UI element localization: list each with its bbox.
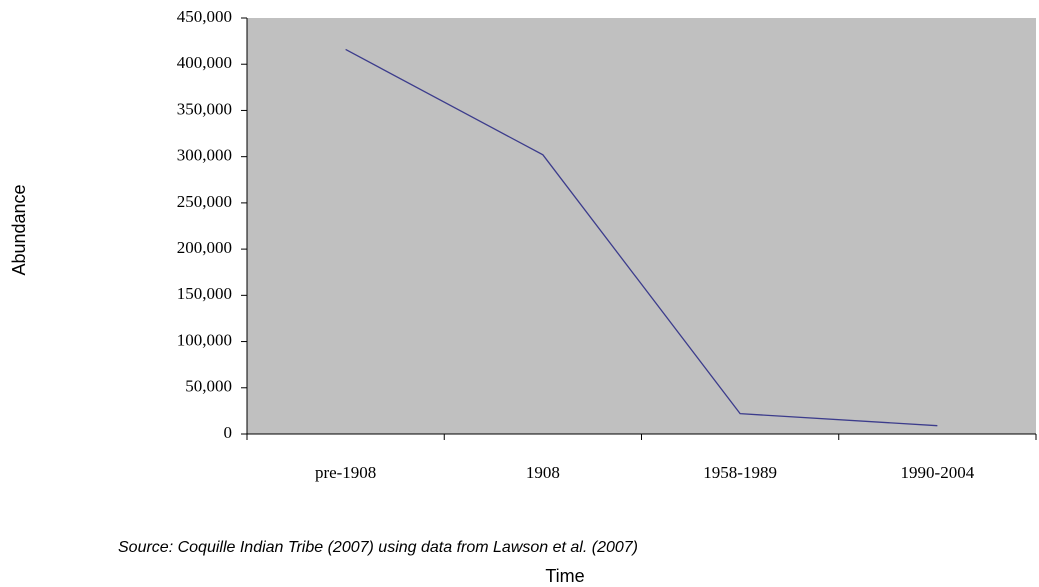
y-tick-label: 400,000 [177, 53, 232, 72]
x-tick-label: pre-1908 [315, 463, 376, 482]
plot-area [247, 18, 1036, 434]
source-note: Source: Coquille Indian Tribe (2007) usi… [118, 539, 638, 556]
y-tick-label: 150,000 [177, 284, 232, 303]
x-tick-label: 1958-1989 [703, 463, 777, 482]
x-axis-label: Time [545, 566, 584, 586]
y-tick-label: 50,000 [185, 377, 232, 396]
y-tick-label: 250,000 [177, 192, 232, 211]
data-line [345, 48, 938, 427]
x-tick-label: 1908 [526, 463, 560, 482]
y-tick-label: 200,000 [177, 238, 232, 257]
y-tick-label: 300,000 [177, 146, 232, 165]
y-tick-label: 450,000 [177, 7, 232, 26]
y-axis-label: Abundance [9, 184, 29, 275]
y-tick-label: 350,000 [177, 99, 232, 118]
x-tick-label: 1990-2004 [901, 463, 975, 482]
y-tick-label: 100,000 [177, 330, 232, 349]
y-tick-label: 0 [224, 423, 233, 442]
